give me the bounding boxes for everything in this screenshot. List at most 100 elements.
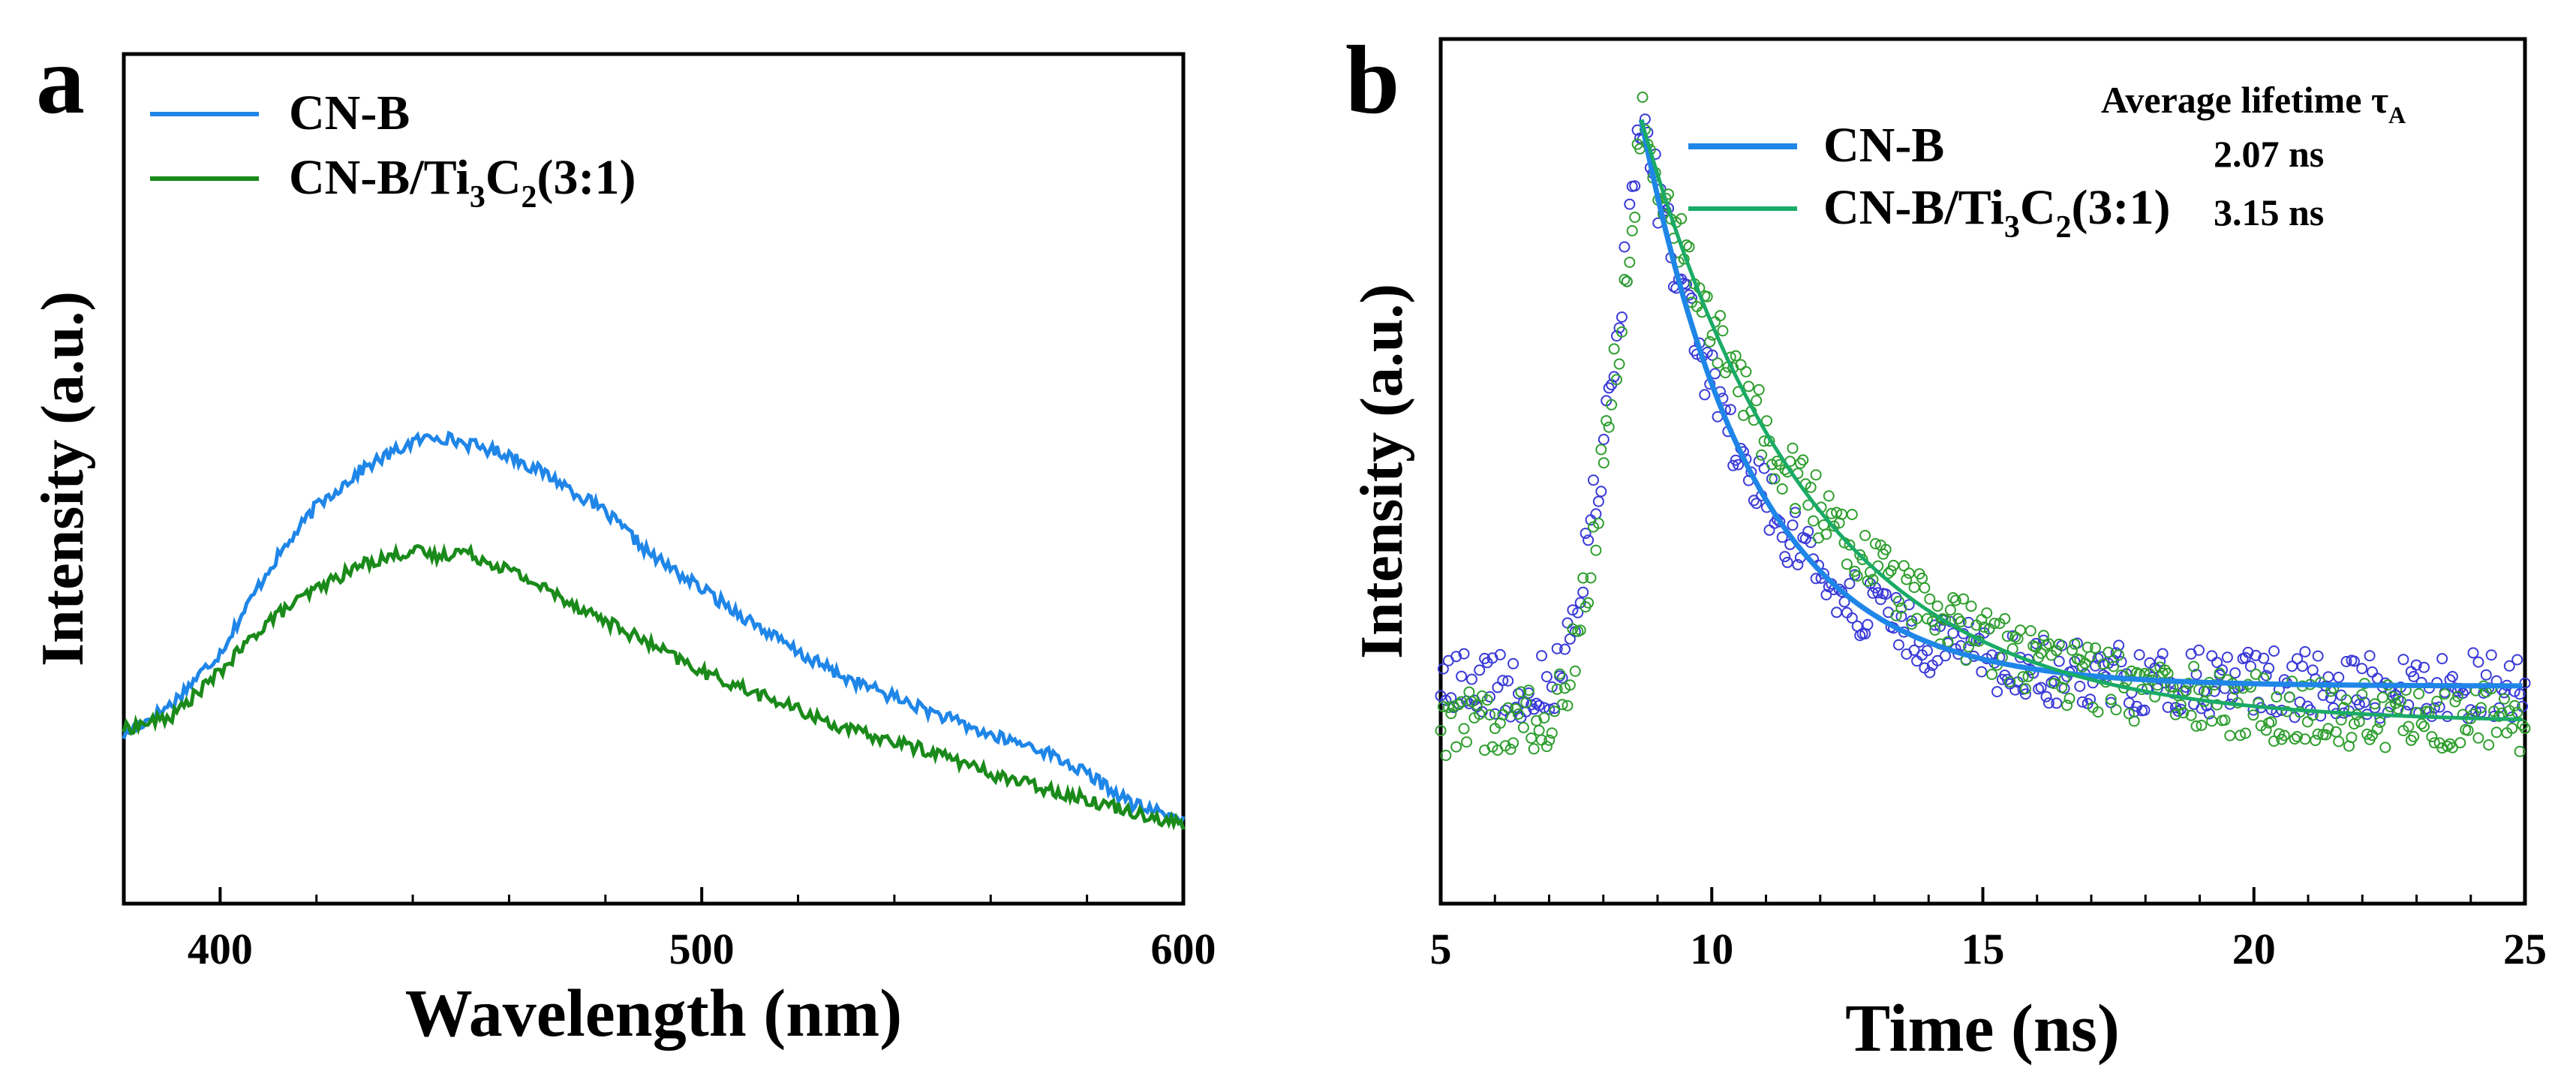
- data-point: [1461, 736, 1472, 748]
- panel-a-label: a: [36, 26, 85, 134]
- data-point: [1931, 600, 1943, 612]
- data-point: [1484, 709, 1495, 721]
- data-point: [2340, 656, 2352, 667]
- data-point: [2069, 656, 2081, 668]
- data-point: [1794, 457, 1806, 469]
- data-point: [1492, 681, 1504, 693]
- data-point: [1562, 617, 1574, 629]
- data-point: [2449, 696, 2461, 708]
- data-point: [2178, 707, 2190, 719]
- data-point: [2312, 650, 2324, 662]
- legend-header-subscript: A: [2388, 101, 2406, 128]
- data-point: [2506, 722, 2518, 734]
- data-point: [2113, 649, 2125, 661]
- data-point: [2426, 731, 2438, 743]
- data-point: [2015, 624, 2026, 636]
- data-point: [2221, 651, 2233, 663]
- data-point: [1715, 310, 1726, 322]
- data-point: [1991, 686, 2003, 698]
- data-point: [2271, 691, 2283, 703]
- data-point: [1856, 553, 1868, 565]
- data-point: [1567, 623, 1579, 635]
- data-point: [1543, 734, 1556, 746]
- data-point: [1445, 708, 1457, 720]
- data-point: [2268, 645, 2280, 657]
- data-point: [2356, 689, 2368, 701]
- data-point: [2333, 736, 2345, 748]
- data-point: [2493, 710, 2505, 722]
- data-point: [1769, 473, 1781, 485]
- data-point: [1507, 737, 1519, 749]
- data-point: [1958, 593, 1970, 605]
- data-point: [2511, 654, 2523, 666]
- data-point: [1551, 642, 1563, 654]
- data-point: [2483, 739, 2495, 751]
- data-point: [1619, 241, 1631, 253]
- fit-line-cn-b: [1638, 119, 2523, 689]
- data-point: [1458, 648, 1470, 660]
- panel-a-series: [122, 430, 1186, 831]
- data-point: [2403, 721, 2415, 733]
- data-point: [1787, 519, 1799, 531]
- data-point: [2439, 688, 2451, 700]
- data-point: [1465, 673, 1477, 685]
- data-point: [1621, 275, 1633, 287]
- data-point: [2240, 727, 2251, 739]
- data-point: [2053, 655, 2065, 667]
- data-point: [2364, 650, 2376, 662]
- data-point: [1569, 665, 1581, 677]
- data-point: [2335, 714, 2347, 726]
- panel-b-y-axis-label: Intensity (a.u.): [1349, 284, 1415, 659]
- data-point: [1583, 534, 1595, 546]
- data-point: [2206, 650, 2218, 662]
- data-point: [1892, 639, 1904, 651]
- data-point: [2454, 737, 2466, 749]
- legend-label-cn-b-ti3c2: CN-B/Ti3C2(3:1): [1823, 180, 2170, 245]
- data-point: [2273, 728, 2285, 740]
- x-tick-label: 20: [2232, 925, 2276, 973]
- data-point: [2196, 720, 2208, 731]
- data-point: [1608, 371, 1620, 383]
- data-point: [2247, 709, 2259, 721]
- data-point: [1823, 490, 1835, 502]
- data-point: [1903, 567, 1915, 579]
- data-point: [1533, 724, 1545, 736]
- data-point: [2392, 703, 2404, 714]
- data-point: [2301, 716, 2313, 728]
- data-point: [2004, 676, 2016, 688]
- data-point: [1588, 474, 1599, 486]
- data-point: [1808, 515, 1820, 527]
- legend-header: Average lifetime τA: [2101, 79, 2406, 128]
- data-point: [1533, 699, 1545, 711]
- data-point: [2296, 660, 2308, 672]
- legend-label-subscript: 2: [2056, 210, 2072, 245]
- data-point: [2162, 701, 2174, 713]
- data-point: [1616, 326, 1628, 338]
- legend-lifetime-cn-b-ti3c2: 3.15 ns: [2214, 191, 2324, 233]
- legend-label-part: C: [485, 150, 522, 205]
- data-point: [2193, 644, 2205, 656]
- legend-lifetime-cn-b: 2.07 ns: [2214, 133, 2324, 175]
- data-point: [1999, 612, 2011, 624]
- data-point: [2040, 690, 2052, 702]
- data-point: [2358, 696, 2370, 708]
- data-point: [1986, 669, 1998, 680]
- data-point: [2346, 732, 2358, 744]
- data-point: [1717, 325, 1729, 337]
- data-point: [1988, 618, 2000, 630]
- data-point: [1706, 349, 1718, 361]
- data-point: [1626, 225, 1638, 236]
- data-point: [1949, 594, 1961, 606]
- data-point: [1497, 675, 1509, 687]
- data-point: [2203, 708, 2215, 720]
- data-point: [1872, 587, 1884, 599]
- data-point: [2103, 646, 2115, 658]
- fit-line-cn-b-ti3c2: [1639, 119, 2523, 722]
- data-point: [1841, 558, 1853, 570]
- data-point: [2244, 660, 2256, 672]
- data-point: [1758, 435, 1770, 447]
- data-point: [1639, 113, 1651, 125]
- data-point: [1522, 684, 1534, 696]
- data-point: [1683, 241, 1695, 253]
- data-point: [2374, 717, 2386, 728]
